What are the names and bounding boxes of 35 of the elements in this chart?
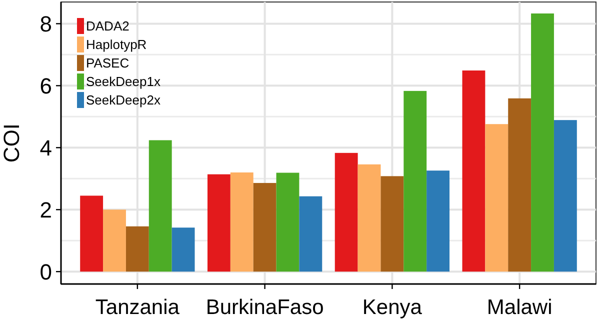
bar bbox=[126, 226, 149, 272]
y-tick-label: 4 bbox=[40, 135, 52, 160]
x-tick-label: Tanzania bbox=[95, 296, 180, 319]
bar bbox=[80, 196, 104, 272]
bar bbox=[103, 210, 126, 272]
bar bbox=[207, 174, 230, 272]
x-tick-label: Malawi bbox=[486, 296, 552, 319]
bar bbox=[462, 70, 486, 272]
bar bbox=[253, 182, 276, 272]
x-tick-label: BurkinaFaso bbox=[206, 296, 324, 319]
bar bbox=[299, 196, 322, 272]
bar bbox=[334, 152, 358, 272]
y-tick-label: 6 bbox=[40, 73, 52, 98]
bar bbox=[554, 120, 577, 272]
legend-label: HaplotypR bbox=[86, 37, 147, 52]
bar bbox=[172, 228, 195, 272]
x-tick-label: Kenya bbox=[362, 296, 422, 319]
y-axis-title: COI bbox=[0, 123, 24, 163]
bar bbox=[358, 164, 381, 272]
legend-label: PASEC bbox=[86, 56, 130, 71]
bar bbox=[485, 124, 508, 272]
bar bbox=[426, 170, 450, 272]
bar bbox=[508, 98, 532, 272]
legend-label: SeekDeep1x bbox=[86, 74, 161, 90]
bar bbox=[404, 90, 427, 272]
legend-label: SeekDeep2x bbox=[86, 92, 161, 108]
bar bbox=[230, 172, 254, 272]
y-tick-label: 8 bbox=[40, 11, 52, 36]
bar bbox=[380, 176, 404, 272]
y-tick-label: 0 bbox=[40, 259, 52, 284]
bar bbox=[276, 172, 300, 272]
legend-label: DADA2 bbox=[86, 18, 130, 34]
y-tick-label: 2 bbox=[40, 197, 52, 222]
bar bbox=[531, 13, 554, 272]
bar bbox=[148, 140, 172, 272]
